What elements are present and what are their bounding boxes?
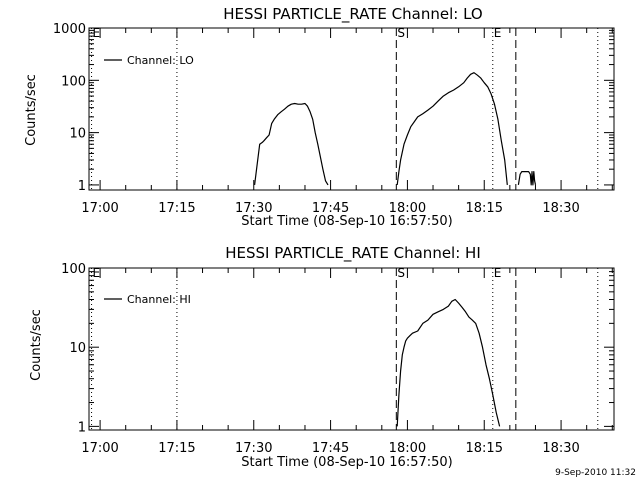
x-tick-label: 18:15 <box>466 441 503 456</box>
panel-hi: HESSI PARTICLE_RATE Channel: HI Start Ti… <box>29 244 615 470</box>
x-tick-label: 17:30 <box>235 441 272 456</box>
plot-frame <box>88 27 615 191</box>
x-tick-label: 18:30 <box>542 441 579 456</box>
x-tick-label: 18:30 <box>542 201 579 216</box>
y-tick-label: 10 <box>69 341 86 356</box>
legend-label: Channel: LO <box>127 54 194 67</box>
event-marker-label: E <box>494 26 502 40</box>
panel-hi-xlabel: Start Time (08-Sep-10 16:57:50) <box>241 455 452 470</box>
plot-frame <box>88 267 615 431</box>
x-tick-label: 18:00 <box>389 201 426 216</box>
x-tick-label: 17:30 <box>235 201 272 216</box>
panel-lo: HESSI PARTICLE_RATE Channel: LO Start Ti… <box>24 5 615 229</box>
series-line <box>396 298 501 427</box>
panel-lo-title: HESSI PARTICLE_RATE Channel: LO <box>223 5 482 24</box>
event-marker-label: E <box>93 266 101 280</box>
panel-lo-ylabel: Counts/sec <box>24 74 39 146</box>
y-tick-label: 1 <box>78 179 86 194</box>
panel-lo-content: 17:00 17:15 17:30 17:45 18:00 18:15 18:30 1 10 10… <box>53 22 615 216</box>
series-line <box>254 102 329 186</box>
y-tick-label: 10 <box>69 127 86 142</box>
y-tick-label: 100 <box>61 74 86 89</box>
event-marker-label: E <box>93 26 101 40</box>
legend-label: Channel: HI <box>127 293 191 306</box>
y-tick-label: 100 <box>61 262 86 277</box>
panel-hi-ylabel: Counts/sec <box>29 309 44 381</box>
x-tick-label: 18:00 <box>389 441 426 456</box>
y-tick-label: 1 <box>78 420 86 435</box>
panel-hi-content: 17:00 17:15 17:30 17:45 18:00 18:15 18:30 1 10 10… <box>61 262 615 456</box>
x-tick-label: 17:15 <box>158 441 195 456</box>
y-tick-label: 1000 <box>53 22 86 37</box>
series-line <box>517 171 537 186</box>
x-tick-label: 17:00 <box>81 201 118 216</box>
x-tick-label: 17:00 <box>81 441 118 456</box>
x-tick-label: 18:15 <box>466 201 503 216</box>
panel-hi-title: HESSI PARTICLE_RATE Channel: HI <box>225 244 481 263</box>
x-tick-label: 17:45 <box>312 441 349 456</box>
x-tick-label: 17:15 <box>158 201 195 216</box>
event-marker-label: E <box>494 266 502 280</box>
panel-lo-xlabel: Start Time (08-Sep-10 16:57:50) <box>241 214 452 229</box>
event-marker-label: S <box>397 266 405 280</box>
x-tick-label: 17:45 <box>312 201 349 216</box>
event-marker-label: S <box>397 26 405 40</box>
series-line <box>396 72 508 185</box>
footer-timestamp: 9-Sep-2010 11:32 <box>555 468 636 478</box>
